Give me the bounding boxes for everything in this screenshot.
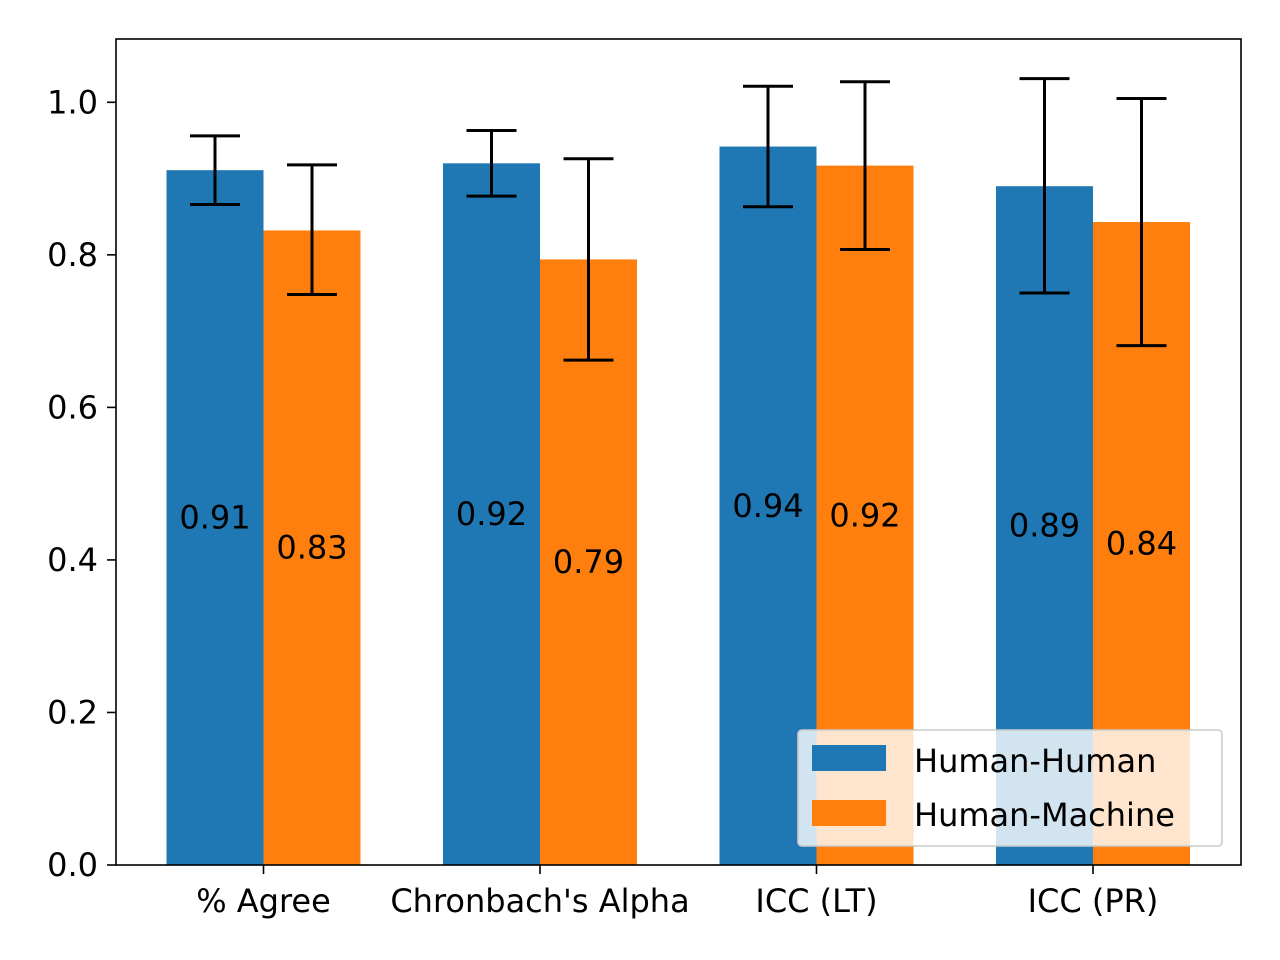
x-tick-label-agree: % Agree [196,882,331,920]
legend-label-human-machine: Human-Machine [914,796,1175,834]
data-label-human-machine-icc-pr: 0.84 [1106,525,1177,563]
legend-swatch-human-machine [812,800,886,826]
y-tick-label-0-8: 0.8 [47,236,98,274]
y-tick-label-0-6: 0.6 [47,388,98,426]
legend-frame [797,729,1223,847]
y-tick-label-0-0: 0.0 [47,846,98,884]
bar-human-machine-agree [263,230,361,865]
data-labels-group: 0.91 0.83 0.92 0.79 0.94 0.92 0.89 0.84 [179,487,1177,581]
data-label-human-human-icc-pr: 0.89 [1009,507,1080,545]
x-axis: % Agree Chronbach's Alpha ICC (LT) ICC (PR) [196,865,1158,920]
x-tick-label-icc-lt: ICC (LT) [755,882,877,920]
data-label-human-machine-icc-lt: 0.92 [829,496,900,534]
data-label-human-machine-chronbach-s-alpha: 0.79 [553,543,624,581]
y-tick-label-1-0: 1.0 [47,83,98,121]
data-label-human-human-icc-lt: 0.94 [732,487,803,525]
legend-label-human-human: Human-Human [914,742,1156,780]
bar-human-human-agree [166,170,264,866]
plot-area-frame [115,38,1242,866]
error-bars-group [190,77,1167,362]
legend-swatch-human-human [812,745,886,771]
x-tick-label-icc-pr: ICC (PR) [1028,882,1159,920]
y-tick-label-0-4: 0.4 [47,541,98,579]
x-tick-label-chronbach-s-alpha: Chronbach's Alpha [390,882,689,920]
data-label-human-human-chronbach-s-alpha: 0.92 [456,495,527,533]
data-label-human-human-agree: 0.91 [179,499,250,537]
legend: Human-Human Human-Machine [797,729,1223,847]
bar-human-human-chronbach-s-alpha [443,163,540,866]
y-tick-label-0-2: 0.2 [47,693,98,731]
data-label-human-machine-agree: 0.83 [276,529,347,567]
y-axis: 0.0 0.2 0.4 0.6 0.8 1.0 [47,83,116,884]
